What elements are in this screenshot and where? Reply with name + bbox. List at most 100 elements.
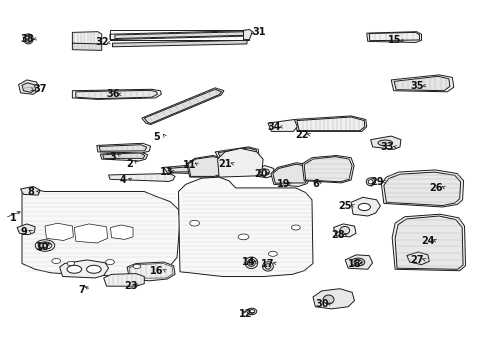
Polygon shape bbox=[312, 289, 354, 309]
Ellipse shape bbox=[366, 178, 374, 186]
Polygon shape bbox=[102, 153, 144, 158]
Text: 4: 4 bbox=[120, 175, 126, 185]
Ellipse shape bbox=[264, 264, 270, 269]
Polygon shape bbox=[188, 157, 225, 176]
Polygon shape bbox=[17, 224, 35, 235]
Ellipse shape bbox=[244, 257, 257, 269]
Ellipse shape bbox=[35, 240, 55, 251]
Polygon shape bbox=[186, 156, 227, 177]
Polygon shape bbox=[294, 116, 366, 131]
Polygon shape bbox=[22, 189, 180, 275]
Polygon shape bbox=[390, 75, 453, 92]
Polygon shape bbox=[333, 224, 355, 237]
Text: 37: 37 bbox=[33, 84, 47, 94]
Polygon shape bbox=[142, 88, 224, 125]
Text: 23: 23 bbox=[124, 281, 138, 291]
Text: 29: 29 bbox=[369, 177, 383, 187]
Polygon shape bbox=[110, 31, 249, 40]
Ellipse shape bbox=[291, 225, 300, 230]
Text: 26: 26 bbox=[428, 183, 442, 193]
Text: 11: 11 bbox=[183, 160, 196, 170]
Text: 32: 32 bbox=[95, 37, 108, 48]
Ellipse shape bbox=[339, 226, 349, 234]
Text: 12: 12 bbox=[238, 309, 252, 319]
Polygon shape bbox=[243, 30, 252, 40]
Ellipse shape bbox=[86, 265, 101, 273]
Polygon shape bbox=[366, 32, 421, 42]
Polygon shape bbox=[163, 165, 199, 174]
Polygon shape bbox=[370, 136, 400, 149]
Ellipse shape bbox=[353, 260, 361, 264]
Polygon shape bbox=[215, 147, 259, 159]
Polygon shape bbox=[99, 145, 146, 151]
Polygon shape bbox=[217, 148, 263, 177]
Text: 19: 19 bbox=[276, 179, 290, 189]
Ellipse shape bbox=[247, 259, 255, 266]
Text: 14: 14 bbox=[241, 257, 255, 267]
Ellipse shape bbox=[23, 34, 33, 44]
Polygon shape bbox=[383, 172, 460, 206]
Polygon shape bbox=[178, 177, 312, 276]
Text: 25: 25 bbox=[338, 201, 351, 211]
Ellipse shape bbox=[52, 258, 61, 264]
Polygon shape bbox=[22, 83, 36, 93]
Polygon shape bbox=[74, 224, 107, 243]
Ellipse shape bbox=[38, 242, 52, 249]
Polygon shape bbox=[45, 223, 73, 240]
Text: 28: 28 bbox=[331, 230, 345, 240]
Ellipse shape bbox=[67, 261, 74, 266]
Polygon shape bbox=[393, 76, 449, 91]
Polygon shape bbox=[270, 163, 311, 186]
Text: 10: 10 bbox=[36, 242, 50, 252]
Ellipse shape bbox=[248, 310, 254, 313]
Text: 6: 6 bbox=[311, 179, 318, 189]
Polygon shape bbox=[115, 32, 246, 39]
Text: 27: 27 bbox=[409, 255, 423, 265]
Text: 35: 35 bbox=[409, 81, 423, 91]
Polygon shape bbox=[267, 120, 297, 131]
Polygon shape bbox=[108, 174, 175, 181]
Polygon shape bbox=[112, 40, 246, 47]
Text: 30: 30 bbox=[314, 299, 328, 309]
Polygon shape bbox=[20, 186, 40, 195]
Text: 34: 34 bbox=[266, 122, 280, 132]
Polygon shape bbox=[304, 157, 351, 182]
Polygon shape bbox=[350, 197, 380, 216]
Text: 31: 31 bbox=[252, 27, 265, 37]
Ellipse shape bbox=[133, 264, 141, 269]
Polygon shape bbox=[345, 255, 372, 269]
Polygon shape bbox=[72, 32, 102, 45]
Polygon shape bbox=[168, 166, 197, 172]
Polygon shape bbox=[19, 80, 39, 94]
Ellipse shape bbox=[67, 265, 81, 273]
Text: 24: 24 bbox=[420, 236, 434, 246]
Text: 18: 18 bbox=[347, 258, 361, 269]
Polygon shape bbox=[110, 225, 133, 239]
Ellipse shape bbox=[238, 234, 248, 240]
Polygon shape bbox=[272, 164, 309, 183]
Ellipse shape bbox=[268, 251, 277, 256]
Text: 16: 16 bbox=[149, 266, 163, 276]
Text: 1: 1 bbox=[10, 213, 17, 223]
Text: 7: 7 bbox=[79, 285, 85, 295]
Text: 22: 22 bbox=[295, 130, 308, 140]
Polygon shape bbox=[406, 252, 428, 265]
Text: 21: 21 bbox=[218, 159, 231, 169]
Ellipse shape bbox=[39, 243, 47, 248]
Text: 3: 3 bbox=[109, 152, 116, 162]
Ellipse shape bbox=[377, 140, 392, 146]
Ellipse shape bbox=[367, 180, 372, 184]
Text: 33: 33 bbox=[380, 142, 393, 152]
Polygon shape bbox=[72, 89, 161, 99]
Text: 2: 2 bbox=[126, 159, 133, 169]
Text: 36: 36 bbox=[106, 89, 120, 99]
Text: 13: 13 bbox=[159, 167, 173, 177]
Polygon shape bbox=[103, 274, 144, 286]
Ellipse shape bbox=[262, 262, 273, 271]
Ellipse shape bbox=[258, 169, 269, 175]
Polygon shape bbox=[76, 90, 157, 99]
Polygon shape bbox=[72, 43, 102, 50]
Ellipse shape bbox=[189, 220, 199, 226]
Polygon shape bbox=[391, 214, 465, 271]
Polygon shape bbox=[254, 166, 273, 178]
